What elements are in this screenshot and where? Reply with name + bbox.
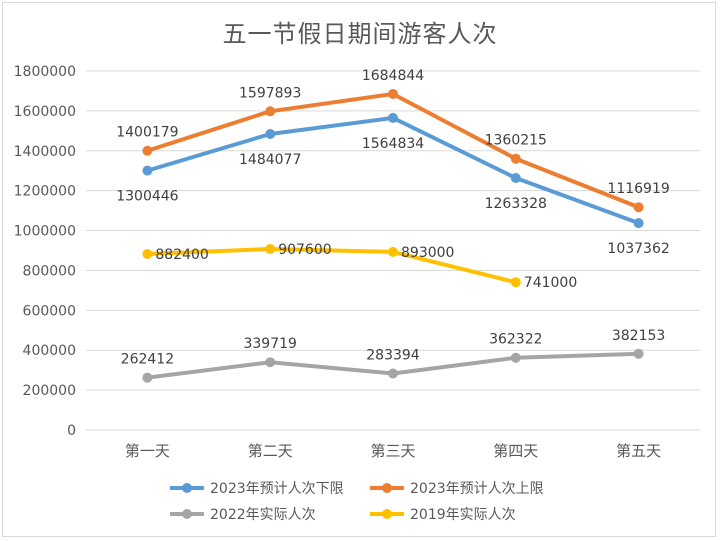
data-point	[633, 218, 644, 229]
y-tick-label: 0	[67, 423, 76, 439]
data-label: 283394	[366, 347, 420, 363]
legend-swatch	[370, 509, 404, 519]
gridlines	[86, 70, 700, 431]
data-point	[142, 372, 153, 383]
y-tick-label: 800000	[23, 263, 76, 279]
data-label: 1263328	[485, 196, 547, 212]
y-tick-label: 200000	[23, 383, 76, 399]
y-tick-label: 1800000	[14, 64, 76, 80]
data-label: 1597893	[239, 85, 301, 101]
legend-swatch	[170, 483, 204, 493]
y-tick-label: 1600000	[14, 104, 76, 120]
data-label: 1116919	[607, 181, 669, 197]
y-tick-label: 1000000	[14, 224, 76, 240]
data-label: 1484077	[239, 152, 301, 168]
data-label: 907600	[278, 242, 331, 258]
chart-title: 五一节假日期间游客人次	[222, 20, 498, 48]
data-label: 882400	[155, 247, 208, 263]
data-point	[510, 352, 521, 363]
series-line	[145, 115, 641, 226]
data-point	[510, 173, 521, 184]
legend-swatch	[370, 483, 404, 493]
y-tick-label: 1400000	[14, 144, 76, 160]
legend-label: 2022年实际人次	[210, 507, 316, 523]
y-tick-label: 400000	[23, 343, 76, 359]
data-point	[265, 357, 276, 368]
data-label: 1300446	[116, 189, 178, 205]
x-category-label: 第二天	[248, 442, 293, 460]
data-label: 362322	[489, 332, 542, 348]
data-label: 382153	[612, 328, 665, 344]
data-label: 262412	[121, 352, 174, 368]
data-point	[633, 348, 644, 359]
legend-swatch	[170, 509, 204, 519]
legend-item-2023-upper: 2023年预计人次上限	[370, 478, 544, 498]
legend-label: 2023年预计人次上限	[410, 481, 544, 497]
data-label: 1684844	[362, 68, 424, 84]
data-point	[142, 145, 153, 156]
data-point	[510, 153, 521, 164]
x-category-label: 第三天	[370, 442, 415, 460]
data-label: 339719	[243, 336, 296, 352]
y-axis-ticks: 0 200000 400000 600000 800000 1000000 1200000 1…	[14, 64, 76, 439]
data-label: 893000	[401, 245, 454, 261]
data-labels: 1300446 1484077 1564834 1263328 1037362 14001…	[116, 68, 670, 368]
data-point	[265, 243, 276, 254]
data-point	[265, 106, 276, 117]
data-label: 1564834	[362, 136, 424, 152]
y-tick-label: 600000	[23, 303, 76, 319]
x-category-label: 第五天	[616, 442, 661, 460]
y-tick-label: 1200000	[14, 184, 76, 200]
data-point	[388, 88, 398, 99]
data-label: 741000	[524, 275, 577, 291]
series-line	[145, 246, 518, 285]
legend-label: 2019年实际人次	[410, 507, 516, 523]
legend-item-2022-actual: 2022年实际人次	[170, 504, 316, 524]
series-points	[142, 88, 644, 383]
data-point	[388, 112, 398, 123]
x-axis-categories: 第一天 第二天 第三天 第四天 第五天	[125, 442, 661, 460]
data-point	[142, 249, 153, 260]
x-category-label: 第四天	[493, 442, 538, 460]
legend-item-2019-actual: 2019年实际人次	[370, 504, 516, 524]
legend-label: 2023年预计人次下限	[210, 481, 344, 497]
data-label: 1400179	[116, 125, 178, 141]
data-point	[510, 277, 521, 288]
data-point	[633, 202, 644, 213]
data-point	[142, 165, 153, 176]
legend-item-2023-lower: 2023年预计人次下限	[170, 478, 344, 498]
data-label: 1037362	[607, 241, 669, 257]
data-label: 1360215	[485, 133, 547, 149]
x-category-label: 第一天	[125, 442, 170, 460]
data-point	[388, 246, 398, 257]
data-point	[265, 129, 276, 140]
data-point	[388, 368, 398, 379]
